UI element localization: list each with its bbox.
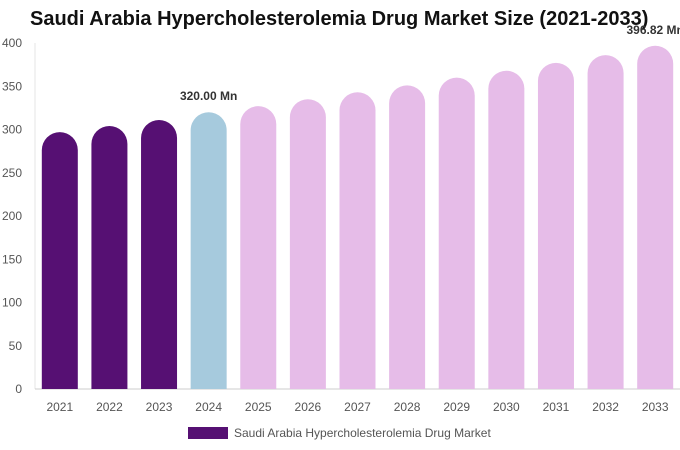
y-tick-label: 150 — [2, 252, 22, 266]
legend: Saudi Arabia Hypercholesterolemia Drug M… — [188, 426, 491, 440]
y-tick-label: 400 — [2, 36, 22, 50]
bar-2029 — [438, 77, 475, 389]
y-tick-label: 350 — [2, 79, 22, 93]
x-tick-label: 2032 — [592, 400, 619, 414]
bar-2028 — [389, 85, 426, 389]
legend-swatch — [188, 427, 228, 439]
data-label: 320.00 Mn — [180, 89, 237, 103]
bar-2026 — [289, 99, 326, 389]
x-tick-label: 2033 — [642, 400, 669, 414]
bar-2025 — [240, 106, 277, 389]
x-tick-label: 2028 — [394, 400, 421, 414]
x-tick-label: 2030 — [493, 400, 520, 414]
x-tick-label: 2022 — [96, 400, 123, 414]
legend-label: Saudi Arabia Hypercholesterolemia Drug M… — [234, 426, 491, 440]
bar-2021 — [41, 132, 78, 389]
chart-title: Saudi Arabia Hypercholesterolemia Drug M… — [30, 8, 649, 30]
y-tick-label: 0 — [15, 382, 22, 396]
x-tick-label: 2021 — [46, 400, 73, 414]
x-tick-label: 2027 — [344, 400, 371, 414]
x-tick-label: 2026 — [295, 400, 322, 414]
bar-2033 — [637, 45, 674, 389]
y-tick-label: 50 — [9, 339, 23, 353]
bar-2024 — [190, 112, 227, 389]
y-tick-label: 200 — [2, 209, 22, 223]
bar-2031 — [537, 62, 574, 390]
x-tick-label: 2023 — [146, 400, 173, 414]
x-tick-label: 2025 — [245, 400, 272, 414]
data-label: 396.82 Mn — [627, 23, 680, 37]
x-tick-label: 2031 — [543, 400, 570, 414]
bar-2023 — [141, 119, 178, 389]
bar-2030 — [488, 70, 525, 389]
bar-2022 — [91, 126, 128, 390]
x-tick-label: 2029 — [443, 400, 470, 414]
x-tick-label: 2024 — [195, 400, 222, 414]
y-tick-label: 100 — [2, 296, 22, 310]
bar-2032 — [587, 55, 624, 389]
y-tick-label: 250 — [2, 166, 22, 180]
bar-2027 — [339, 92, 376, 390]
y-tick-label: 300 — [2, 123, 22, 137]
